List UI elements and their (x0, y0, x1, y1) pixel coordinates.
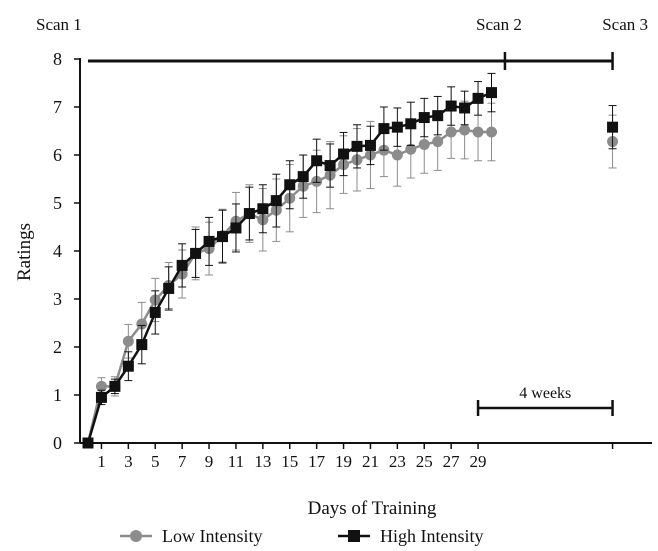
x-tick-label: 7 (178, 452, 187, 471)
data-point (459, 102, 471, 114)
x-tick-label: 1 (97, 452, 106, 471)
data-point (176, 259, 188, 271)
data-point (324, 160, 336, 172)
x-tick-label: 27 (443, 452, 461, 471)
y-tick-label: 6 (53, 145, 62, 165)
x-tick-label: 13 (254, 452, 271, 471)
data-point (418, 138, 430, 150)
scan-timeline: Scan 1 Scan 2 Scan 3 (36, 15, 648, 70)
x-tick-label: 21 (362, 452, 379, 471)
data-point (149, 306, 161, 318)
series-high-intensity (82, 72, 619, 449)
data-point (405, 118, 417, 130)
series-line (86, 91, 492, 444)
annotations: 4 weeks (476, 385, 614, 416)
data-point (163, 282, 175, 294)
scan-1-label: Scan 1 (36, 15, 82, 34)
legend: Low Intensity High Intensity (120, 526, 484, 546)
duration-label: 4 weeks (519, 385, 571, 402)
data-point (203, 235, 215, 247)
y-axis-label: Ratings (14, 223, 35, 281)
data-point (391, 149, 403, 161)
data-point (284, 179, 296, 191)
data-point (95, 380, 107, 392)
y-tick-label: 7 (53, 97, 62, 117)
data-point (445, 100, 457, 112)
x-axis-label: Days of Training (308, 498, 437, 519)
data-point (136, 339, 148, 351)
x-tick-label: 19 (335, 452, 352, 471)
legend-label-low: Low Intensity (162, 526, 263, 546)
data-point (338, 148, 350, 160)
data-point (190, 247, 202, 259)
data-point (486, 126, 497, 138)
data-point (122, 360, 134, 372)
data-point (391, 121, 403, 133)
data-point (432, 136, 444, 148)
y-tick-label: 3 (53, 289, 62, 309)
legend-marker-low (130, 530, 142, 542)
data-point (432, 110, 444, 122)
data-point (364, 139, 376, 151)
x-tick-label: 5 (151, 452, 160, 471)
x-tick-label: 29 (470, 452, 487, 471)
data-point (486, 87, 497, 99)
data-point (230, 222, 242, 234)
data-point (122, 335, 134, 347)
y-tick-label: 0 (53, 433, 62, 453)
data-point (82, 437, 94, 449)
data-point (311, 155, 323, 167)
data-point (418, 112, 430, 124)
x-tick-label: 17 (308, 452, 326, 471)
data-point (257, 203, 269, 215)
x-tick-label: 3 (124, 452, 133, 471)
data-point (459, 124, 471, 136)
follow-up-point (607, 121, 619, 133)
y-tick-label: 1 (53, 385, 62, 405)
data-point (217, 231, 228, 243)
data-point (136, 318, 148, 330)
scan-3-label: Scan 3 (602, 15, 648, 34)
data-point (109, 380, 121, 392)
legend-label-high: High Intensity (380, 526, 484, 546)
data-point (243, 208, 255, 220)
data-point (297, 171, 309, 183)
data-point (405, 143, 417, 155)
x-tick-label: 23 (389, 452, 406, 471)
x-tick-label: 25 (416, 452, 433, 471)
data-point (270, 195, 282, 207)
data-point (351, 140, 363, 152)
scan-2-label: Scan 2 (476, 15, 522, 34)
data-point (445, 126, 457, 138)
y-tick-label: 4 (53, 241, 62, 261)
data-point (472, 126, 484, 138)
x-tick-label: 11 (228, 452, 244, 471)
series (82, 72, 619, 449)
x-tick-label: 15 (281, 452, 298, 471)
legend-marker-high (348, 530, 360, 542)
data-point (95, 391, 107, 403)
x-tick-label: 9 (205, 452, 214, 471)
y-tick-label: 2 (53, 337, 62, 357)
y-tick-label: 8 (53, 49, 62, 69)
y-tick-label: 5 (53, 193, 62, 213)
data-point (378, 123, 390, 135)
data-point (472, 92, 484, 104)
